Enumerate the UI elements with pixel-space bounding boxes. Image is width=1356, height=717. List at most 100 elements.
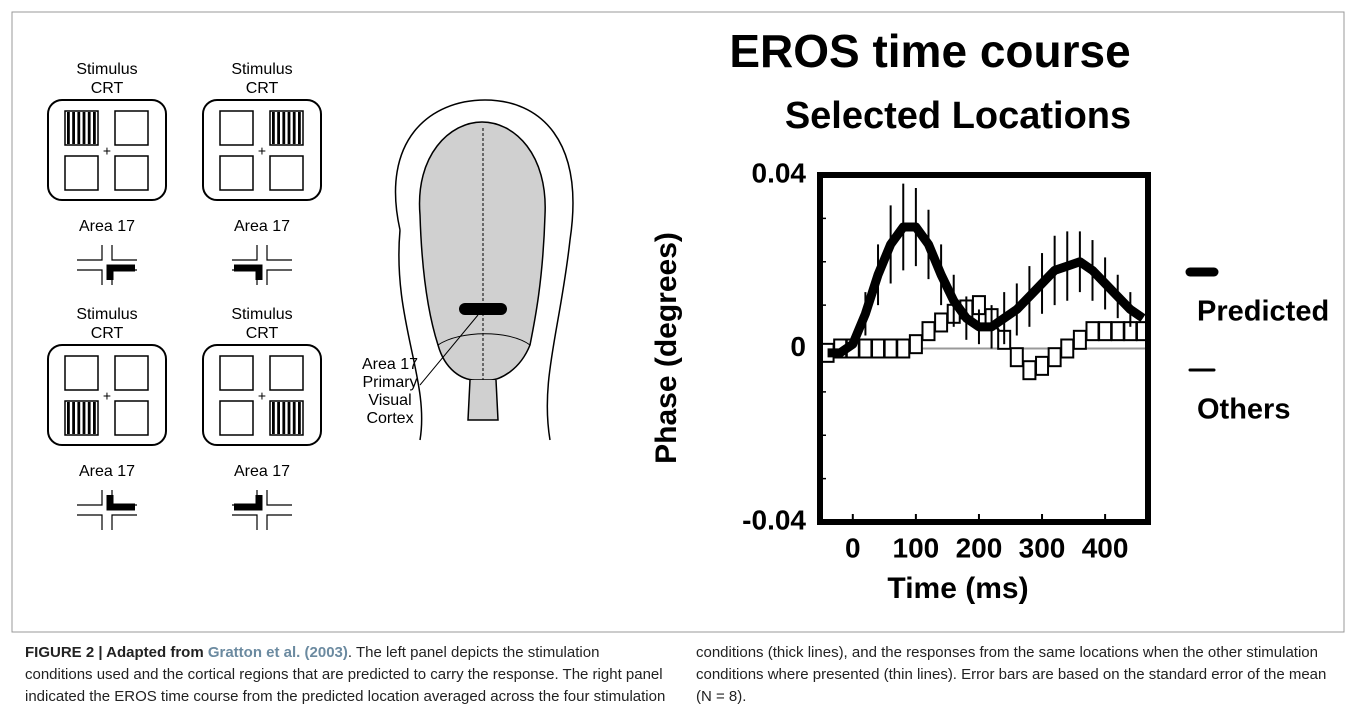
active-cortex xyxy=(106,495,135,511)
grating-bar xyxy=(93,112,96,144)
pointer-line xyxy=(419,314,479,386)
cortex-line xyxy=(266,269,292,285)
others-marker xyxy=(896,338,911,359)
grating-bar xyxy=(277,112,280,144)
y-tick-label: -0.04 xyxy=(742,504,806,535)
grating-bar xyxy=(287,112,291,144)
legend-label: Others xyxy=(1197,394,1290,426)
others-marker xyxy=(1098,321,1113,342)
cortex-line xyxy=(232,490,258,506)
figure: Area 17 Primary Visual Cortex EROS time … xyxy=(11,11,1345,633)
cortex-line xyxy=(266,490,292,506)
caption-reference[interactable]: Gratton et al. (2003) xyxy=(207,644,348,661)
others-marker xyxy=(883,338,898,359)
others-marker xyxy=(858,338,873,359)
brain-label-line: Primary xyxy=(362,374,417,391)
stimulus-label: Stimulus xyxy=(76,61,137,78)
cortex-line xyxy=(77,490,103,506)
grating-bar xyxy=(67,402,70,434)
crt-label: CRT xyxy=(91,80,124,97)
plot-frame xyxy=(817,172,1151,525)
stimulus-square xyxy=(269,110,304,146)
crt-screen xyxy=(202,344,322,446)
stimulus-label: Stimulus xyxy=(76,306,137,323)
grating-bar xyxy=(272,112,275,144)
cortex-line xyxy=(232,269,258,285)
head-outline xyxy=(394,99,574,441)
grating-bar xyxy=(72,112,75,144)
stimulus-square xyxy=(114,155,149,191)
stimulus-square xyxy=(64,110,99,146)
fixation-cross: + xyxy=(258,143,266,159)
stimulus-label: Stimulus xyxy=(231,61,292,78)
brain-label-line: Area 17 xyxy=(362,356,418,373)
crt-screen xyxy=(202,99,322,201)
others-marker xyxy=(1009,347,1024,368)
stimulus-square xyxy=(114,400,149,436)
crt-screen xyxy=(47,99,167,201)
caption-text: . The left panel depicts the stimulation… xyxy=(25,644,1327,705)
grating-bar xyxy=(67,112,70,144)
x-tick-label: 200 xyxy=(956,532,1003,563)
grating-bar xyxy=(298,402,301,434)
area-label: Area 17 xyxy=(79,218,135,235)
fixation-cross: + xyxy=(258,388,266,404)
active-cortex xyxy=(106,264,135,280)
fixation-cross: + xyxy=(103,143,111,159)
others-marker xyxy=(1060,338,1075,359)
legend-label: Predicted xyxy=(1197,296,1329,328)
stimulus-square xyxy=(219,400,254,436)
grating-bar xyxy=(282,112,286,144)
others-marker xyxy=(1072,329,1087,350)
others-marker xyxy=(1047,347,1062,368)
x-tick-label: 100 xyxy=(893,532,940,563)
x-tick-label: 300 xyxy=(1019,532,1066,563)
stimulus-square xyxy=(114,355,149,391)
area-label: Area 17 xyxy=(234,218,290,235)
brain-stem xyxy=(467,379,499,421)
cortex-line xyxy=(111,514,137,530)
chart-title: EROS time course xyxy=(729,25,1130,77)
crt-label: CRT xyxy=(246,80,279,97)
others-marker xyxy=(921,321,936,342)
brain-label-line: Visual xyxy=(368,392,411,409)
crt-label: CRT xyxy=(91,325,124,342)
grating-bar xyxy=(77,112,81,144)
cortex-line xyxy=(111,269,137,285)
grating-bar xyxy=(87,402,91,434)
chart: EROS time course Selected Locations Phas… xyxy=(650,25,1329,605)
fixation-cross: + xyxy=(103,388,111,404)
cortex-line xyxy=(232,514,258,530)
grating-bar xyxy=(82,112,86,144)
grating-bar xyxy=(77,402,81,434)
x-tick-label: 400 xyxy=(1082,532,1129,563)
stimulus-square xyxy=(269,400,304,436)
figure-frame xyxy=(11,11,1345,633)
active-cortex xyxy=(234,264,263,280)
stimulus-square xyxy=(64,155,99,191)
x-axis-label: Time (ms) xyxy=(887,572,1028,605)
stimulus-label: Stimulus xyxy=(231,306,292,323)
grating-bar xyxy=(287,402,291,434)
cortex-line xyxy=(77,514,103,530)
area-label: Area 17 xyxy=(79,463,135,480)
others-marker xyxy=(1035,355,1050,376)
grating-bar xyxy=(87,112,91,144)
grating-bar xyxy=(277,402,280,434)
stimulus-square xyxy=(219,110,254,146)
others-marker xyxy=(908,334,923,355)
stimulus-square xyxy=(219,355,254,391)
brain-label: Area 17 Primary Visual Cortex xyxy=(362,356,418,427)
others-marker xyxy=(871,338,886,359)
others-marker xyxy=(934,312,949,333)
cortex-line xyxy=(77,269,103,285)
cortex-line xyxy=(266,245,292,261)
cortex-line xyxy=(111,245,137,261)
crt-screen xyxy=(47,344,167,446)
cortex-line xyxy=(111,490,137,506)
others-marker xyxy=(1110,321,1125,342)
grating-bar xyxy=(298,112,301,144)
others-marker xyxy=(1022,360,1037,381)
grating-bar xyxy=(292,402,296,434)
